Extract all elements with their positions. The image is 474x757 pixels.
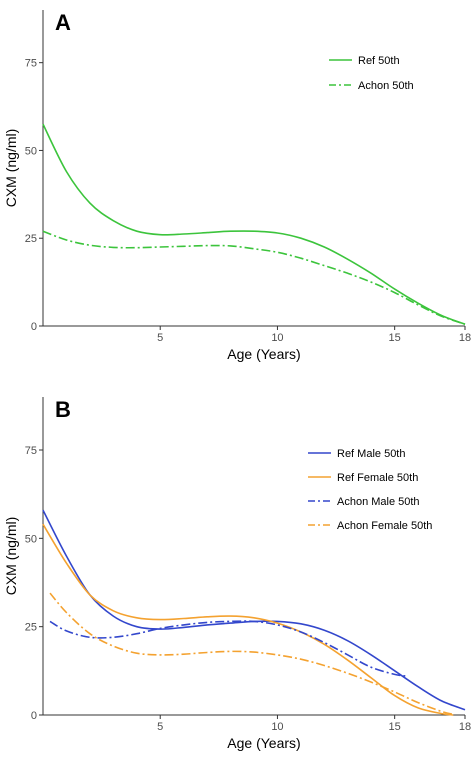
x-tick-label: 15 (389, 332, 401, 344)
y-tick-label: 75 (25, 58, 37, 70)
legend-label: Achon Female 50th (337, 520, 432, 532)
y-tick-label: 0 (31, 321, 37, 333)
y-tick-label: 50 (25, 533, 37, 545)
x-axis-title: Age (Years) (227, 346, 300, 362)
x-tick-label: 18 (459, 721, 471, 733)
legend-label: Achon Male 50th (337, 496, 420, 508)
series-line-ref-male-50th (42, 509, 466, 711)
series-line-achon-50th (42, 230, 466, 325)
x-tick-label: 10 (271, 332, 283, 344)
y-axis-title: CXM (ng/ml) (3, 517, 19, 596)
panel-label: B (55, 397, 71, 422)
x-tick-label: 5 (157, 721, 163, 733)
panel-label: A (55, 10, 71, 35)
legend-label: Ref Male 50th (337, 448, 405, 460)
y-axis-title: CXM (ng/ml) (3, 129, 19, 208)
y-tick-label: 25 (25, 622, 37, 634)
x-tick-label: 10 (271, 721, 283, 733)
y-tick-label: 0 (31, 710, 37, 722)
series-line-ref-female-50th (42, 523, 454, 716)
y-tick-label: 75 (25, 445, 37, 457)
series-line-achon-female-50th (49, 592, 454, 716)
x-tick-label: 18 (459, 332, 471, 344)
x-axis-title: Age (Years) (227, 735, 300, 751)
legend-label: Ref Female 50th (337, 472, 418, 484)
legend-label: Achon 50th (358, 80, 414, 92)
series-line-achon-male-50th (49, 620, 407, 677)
y-tick-label: 25 (25, 233, 37, 245)
series-line-ref-50th (42, 123, 466, 325)
x-tick-label: 5 (157, 332, 163, 344)
x-tick-label: 15 (389, 721, 401, 733)
legend-label: Ref 50th (358, 55, 400, 67)
y-tick-label: 50 (25, 145, 37, 157)
chart-panel-b: 0 25 50 75 5 10 15 18 Age (Years) CXM (ng/ml) B Ref… (3, 397, 471, 751)
chart-panel-a: 0 25 50 75 5 10 15 18 Age (Years) CXM (ng/ml) A Ref… (3, 10, 471, 362)
